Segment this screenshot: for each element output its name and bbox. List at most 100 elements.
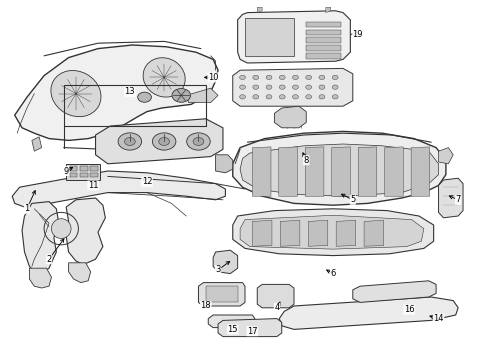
Text: 17: 17 [247,327,258,336]
Text: 10: 10 [208,73,219,82]
Text: 6: 6 [331,269,336,278]
Polygon shape [15,45,218,140]
Ellipse shape [240,85,245,89]
Polygon shape [29,268,51,288]
Polygon shape [326,7,331,13]
Bar [306,53,341,59]
Ellipse shape [253,85,259,89]
Text: 8: 8 [304,156,309,165]
Polygon shape [66,164,100,180]
Polygon shape [332,147,350,196]
Ellipse shape [172,89,191,102]
Polygon shape [252,220,272,246]
Ellipse shape [266,85,272,89]
Ellipse shape [319,85,325,89]
Ellipse shape [143,58,185,97]
Polygon shape [218,319,282,337]
Text: 4: 4 [274,303,279,312]
Bar [306,37,341,43]
Text: 15: 15 [227,325,238,334]
Polygon shape [186,88,218,103]
Ellipse shape [124,138,135,145]
Text: 14: 14 [433,314,444,323]
Text: 16: 16 [404,305,415,314]
Polygon shape [279,297,458,329]
Polygon shape [305,147,324,196]
Bar [306,45,341,51]
Bar [90,166,98,171]
Text: 18: 18 [200,302,211,310]
Ellipse shape [266,95,272,99]
Ellipse shape [187,133,210,150]
Ellipse shape [306,85,312,89]
Polygon shape [22,202,59,274]
Ellipse shape [118,133,142,150]
Bar [90,173,98,177]
Polygon shape [233,209,434,256]
Text: 12: 12 [142,177,152,186]
Text: 7: 7 [456,195,461,204]
Text: 13: 13 [124,87,135,96]
Ellipse shape [279,95,285,99]
Text: 9: 9 [64,166,69,175]
Polygon shape [358,147,377,196]
Polygon shape [32,137,42,151]
Polygon shape [240,215,424,249]
Ellipse shape [159,138,170,145]
Polygon shape [353,281,436,302]
Bar [306,30,341,35]
Polygon shape [66,198,105,265]
Bar [306,22,341,27]
Ellipse shape [293,95,298,99]
Ellipse shape [332,85,338,89]
Polygon shape [238,11,350,63]
Ellipse shape [319,75,325,80]
Polygon shape [257,284,294,308]
Ellipse shape [306,95,312,99]
Ellipse shape [51,219,71,238]
Ellipse shape [306,75,312,80]
Ellipse shape [152,133,176,150]
Ellipse shape [193,138,204,145]
Text: 1: 1 [24,204,29,213]
Ellipse shape [253,95,259,99]
Polygon shape [12,171,225,207]
Ellipse shape [51,71,101,117]
Polygon shape [208,315,255,328]
Bar [70,173,77,177]
Polygon shape [364,220,384,246]
Polygon shape [385,147,403,196]
Bar [70,166,77,171]
Text: 19: 19 [352,30,363,39]
Bar [80,166,88,171]
Polygon shape [213,250,238,274]
Bar [80,173,88,177]
Ellipse shape [266,75,272,80]
Polygon shape [216,155,233,173]
Polygon shape [411,147,430,196]
Ellipse shape [293,75,298,80]
Ellipse shape [332,75,338,80]
Polygon shape [252,147,271,196]
Ellipse shape [138,92,151,102]
Polygon shape [439,178,463,218]
Polygon shape [439,148,453,164]
Polygon shape [257,7,262,13]
Polygon shape [96,119,223,164]
Ellipse shape [279,85,285,89]
Polygon shape [240,144,439,196]
Bar [245,18,294,56]
Text: 11: 11 [88,181,98,190]
Text: 2: 2 [47,255,51,264]
Ellipse shape [240,95,245,99]
Polygon shape [308,220,328,246]
Polygon shape [198,283,245,306]
Ellipse shape [253,75,259,80]
Polygon shape [279,147,297,196]
Ellipse shape [293,85,298,89]
Bar [206,286,238,302]
Bar [64,85,206,126]
Polygon shape [280,220,300,246]
Text: 3: 3 [216,266,220,274]
Ellipse shape [319,95,325,99]
